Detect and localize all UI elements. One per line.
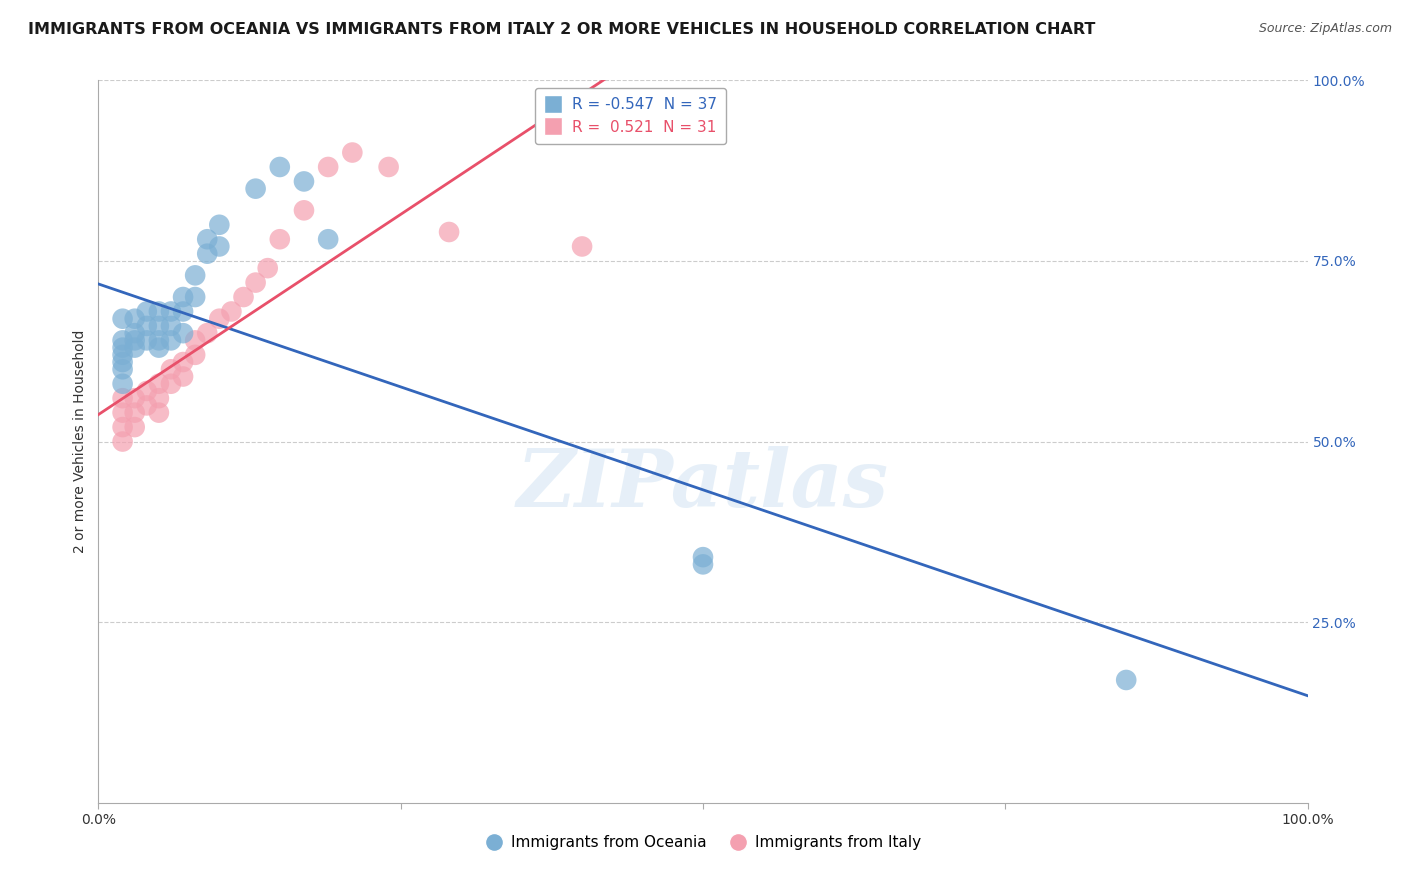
Point xyxy=(269,160,291,174)
Point xyxy=(124,420,146,434)
Point xyxy=(208,311,231,326)
Point xyxy=(135,334,157,348)
Point xyxy=(172,290,194,304)
Point xyxy=(111,434,134,449)
Point xyxy=(111,376,134,391)
Point xyxy=(148,318,170,333)
Point xyxy=(148,341,170,355)
Point xyxy=(148,391,170,405)
Point xyxy=(571,239,593,253)
Point xyxy=(221,304,243,318)
Point xyxy=(111,362,134,376)
Point xyxy=(111,311,134,326)
Point xyxy=(437,225,460,239)
Point xyxy=(184,348,207,362)
Point xyxy=(160,334,183,348)
Point xyxy=(172,326,194,340)
Point xyxy=(292,203,315,218)
Point xyxy=(184,290,207,304)
Point xyxy=(124,341,146,355)
Point xyxy=(172,355,194,369)
Legend: Immigrants from Oceania, Immigrants from Italy: Immigrants from Oceania, Immigrants from… xyxy=(478,830,928,856)
Point xyxy=(195,232,218,246)
Point xyxy=(292,174,315,188)
Point xyxy=(184,334,207,348)
Point xyxy=(135,398,157,412)
Point xyxy=(111,341,134,355)
Text: Source: ZipAtlas.com: Source: ZipAtlas.com xyxy=(1258,22,1392,36)
Text: ZIPatlas: ZIPatlas xyxy=(517,446,889,524)
Point xyxy=(111,355,134,369)
Point xyxy=(160,318,183,333)
Point xyxy=(135,304,157,318)
Point xyxy=(111,334,134,348)
Point xyxy=(124,326,146,340)
Point xyxy=(245,276,267,290)
Point xyxy=(195,246,218,260)
Point xyxy=(184,268,207,283)
Point xyxy=(160,304,183,318)
Point xyxy=(245,182,267,196)
Point xyxy=(111,391,134,405)
Point xyxy=(172,369,194,384)
Point xyxy=(135,318,157,333)
Point xyxy=(124,391,146,405)
Point xyxy=(160,362,183,376)
Point xyxy=(256,261,278,276)
Point xyxy=(269,232,291,246)
Text: IMMIGRANTS FROM OCEANIA VS IMMIGRANTS FROM ITALY 2 OR MORE VEHICLES IN HOUSEHOLD: IMMIGRANTS FROM OCEANIA VS IMMIGRANTS FR… xyxy=(28,22,1095,37)
Point xyxy=(124,311,146,326)
Point xyxy=(124,406,146,420)
Point xyxy=(135,384,157,398)
Y-axis label: 2 or more Vehicles in Household: 2 or more Vehicles in Household xyxy=(73,330,87,553)
Point xyxy=(195,326,218,340)
Point xyxy=(160,376,183,391)
Point xyxy=(1115,673,1137,687)
Point xyxy=(692,550,714,565)
Point xyxy=(316,232,339,246)
Point xyxy=(208,239,231,253)
Point xyxy=(172,304,194,318)
Point xyxy=(208,218,231,232)
Point xyxy=(316,160,339,174)
Point xyxy=(342,145,364,160)
Point xyxy=(148,334,170,348)
Point xyxy=(111,406,134,420)
Point xyxy=(148,304,170,318)
Point xyxy=(111,420,134,434)
Point xyxy=(148,376,170,391)
Point xyxy=(692,558,714,572)
Point xyxy=(124,334,146,348)
Point xyxy=(232,290,254,304)
Point xyxy=(377,160,399,174)
Point xyxy=(148,406,170,420)
Point xyxy=(111,348,134,362)
